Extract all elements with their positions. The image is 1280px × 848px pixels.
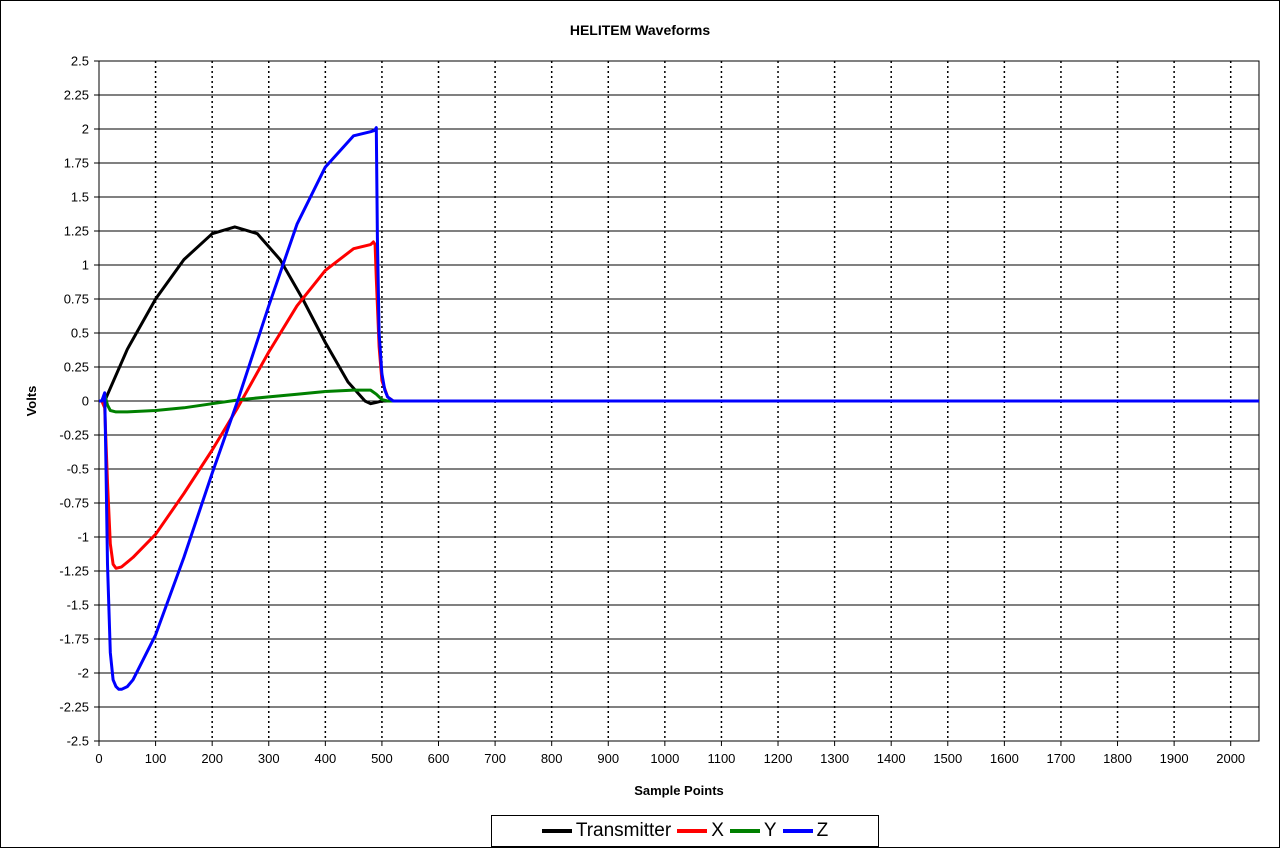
legend-item: Transmitter bbox=[541, 820, 672, 842]
y-tick-label: -1.25 bbox=[59, 564, 89, 579]
legend-label: Y bbox=[763, 820, 777, 841]
legend-swatch bbox=[729, 829, 760, 833]
x-tick-label: 1600 bbox=[990, 751, 1019, 766]
series-line-transmitter bbox=[99, 225, 1259, 406]
legend-label: X bbox=[711, 820, 724, 841]
x-tick-label: 1900 bbox=[1160, 751, 1189, 766]
x-tick-label: 1400 bbox=[877, 751, 906, 766]
x-tick-label: 400 bbox=[314, 751, 336, 766]
x-axis: 0 100 200 300 400 500 600 700 800 900 1000 1100 1200… bbox=[95, 741, 1245, 766]
legend-label: Transmitter bbox=[575, 820, 672, 841]
y-tick-label: 0.25 bbox=[64, 360, 89, 375]
y-tick-label: -0.75 bbox=[59, 496, 89, 511]
x-tick-label: 1700 bbox=[1046, 751, 1075, 766]
series-line-z bbox=[99, 126, 1259, 691]
x-tick-label: 100 bbox=[145, 751, 167, 766]
x-tick-label: 800 bbox=[541, 751, 563, 766]
legend-item: Y bbox=[729, 820, 777, 842]
legend-swatch bbox=[677, 829, 708, 833]
x-tick-label: 300 bbox=[258, 751, 280, 766]
x-axis-label: Sample Points bbox=[634, 783, 724, 798]
y-axis-label: Volts bbox=[24, 386, 39, 417]
legend-label: Z bbox=[816, 820, 829, 841]
chart-legend: Transmitter X Y Z bbox=[491, 815, 879, 847]
legend-item: X bbox=[677, 820, 724, 842]
legend-item: Z bbox=[782, 820, 829, 842]
x-tick-label: 1800 bbox=[1103, 751, 1132, 766]
x-tick-label: 700 bbox=[484, 751, 506, 766]
x-tick-label: 2000 bbox=[1216, 751, 1245, 766]
x-tick-label: 1000 bbox=[650, 751, 679, 766]
y-tick-label: -1.5 bbox=[67, 598, 89, 613]
chart-title: HELITEM Waveforms bbox=[569, 22, 711, 38]
legend-swatch bbox=[541, 829, 572, 833]
x-tick-label: 900 bbox=[597, 751, 619, 766]
x-tick-label: 0 bbox=[95, 751, 102, 766]
y-tick-label: 2.5 bbox=[71, 54, 89, 69]
y-tick-label: 1.5 bbox=[71, 190, 89, 205]
y-axis: 2.5 2.25 2 1.75 1.5 1.25 1 0.75 0.5 0.25 0 -0.25 -0.… bbox=[59, 54, 99, 749]
x-tick-label: 200 bbox=[201, 751, 223, 766]
x-tick-label: 1200 bbox=[764, 751, 793, 766]
y-tick-label: 2.25 bbox=[64, 88, 89, 103]
y-tick-label: 1.75 bbox=[64, 156, 89, 171]
y-tick-label: 1.25 bbox=[64, 224, 89, 239]
y-tick-label: -2.25 bbox=[59, 700, 89, 715]
y-tick-label: -1 bbox=[77, 530, 89, 545]
y-tick-label: -2 bbox=[77, 666, 89, 681]
y-tick-label: -1.75 bbox=[59, 632, 89, 647]
x-tick-label: 1500 bbox=[933, 751, 962, 766]
legend-swatch bbox=[782, 829, 813, 833]
y-tick-label: 0 bbox=[82, 394, 89, 409]
x-tick-label: 1300 bbox=[820, 751, 849, 766]
series-line-y bbox=[99, 388, 1259, 414]
x-tick-label: 500 bbox=[371, 751, 393, 766]
x-tick-label: 600 bbox=[428, 751, 450, 766]
horizontal-gridlines bbox=[99, 60, 1259, 742]
y-tick-label: 2 bbox=[82, 122, 89, 137]
series-layer bbox=[99, 126, 1259, 691]
y-tick-label: 0.75 bbox=[64, 292, 89, 307]
x-tick-label: 1100 bbox=[707, 751, 735, 766]
y-tick-label: 0.5 bbox=[71, 326, 89, 341]
y-tick-label: 1 bbox=[82, 258, 89, 273]
y-tick-label: -2.5 bbox=[67, 734, 89, 749]
y-tick-label: -0.25 bbox=[59, 428, 89, 443]
y-tick-label: -0.5 bbox=[67, 462, 89, 477]
